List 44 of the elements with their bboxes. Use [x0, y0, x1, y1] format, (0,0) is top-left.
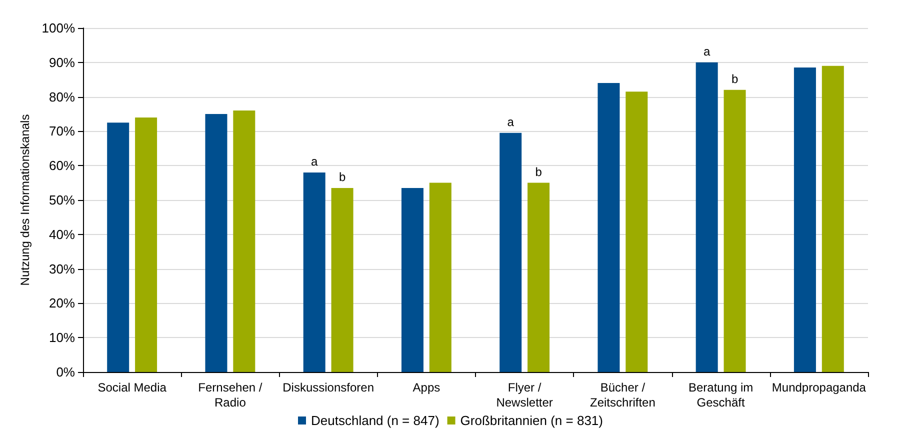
annotation: b	[338, 170, 346, 184]
bar	[724, 90, 746, 372]
y-tick-label: 40%	[48, 226, 76, 242]
x-tick-label: Beratung im Geschäft	[688, 380, 754, 410]
x-tick-label: Diskussionsforen	[282, 380, 374, 394]
bar	[626, 92, 648, 372]
x-tick-label: Flyer / Newsletter	[496, 380, 553, 410]
bar	[331, 188, 354, 372]
annotation: a	[311, 154, 318, 168]
bar	[794, 68, 816, 372]
annotation: b	[731, 72, 738, 86]
y-tick-label: 60%	[48, 158, 76, 174]
bar	[135, 117, 158, 372]
bar	[401, 188, 424, 372]
bar	[205, 114, 228, 372]
x-tick-label: Fernsehen / Radio	[198, 380, 263, 410]
bar	[822, 66, 844, 372]
y-axis-title: Nutzung des Informationskanals	[18, 114, 32, 286]
y-tick-label: 100%	[42, 20, 76, 36]
y-tick-label: 50%	[48, 192, 76, 208]
bar	[500, 132, 522, 372]
bar	[528, 182, 550, 372]
x-tick-label: Apps	[412, 380, 440, 394]
y-tick-label: 70%	[48, 124, 76, 139]
x-tick-label: Social Media	[98, 380, 167, 394]
x-tick-label: Mundpropaganda	[772, 380, 866, 394]
y-tick-label: 30%	[48, 261, 76, 276]
bar	[429, 182, 452, 372]
bar	[107, 122, 130, 372]
bar	[696, 62, 718, 372]
y-tick-label: 80%	[48, 89, 76, 104]
y-tick-label: 90%	[48, 54, 76, 70]
y-tick-label: 20%	[48, 296, 76, 311]
y-tick-label: 10%	[48, 330, 76, 346]
annotation: a	[507, 114, 514, 129]
legend-label: Deutschland (n = 847)	[311, 413, 440, 428]
bar	[233, 110, 256, 372]
bar	[598, 83, 620, 372]
x-tick-label: Bücher / Zeitschriften	[590, 380, 656, 410]
bar	[303, 172, 326, 372]
legend-label: Großbritannien (n = 831)	[460, 413, 603, 428]
annotation: a	[704, 44, 710, 58]
annotation: b	[535, 164, 542, 179]
y-tick-label: 0%	[56, 364, 76, 380]
